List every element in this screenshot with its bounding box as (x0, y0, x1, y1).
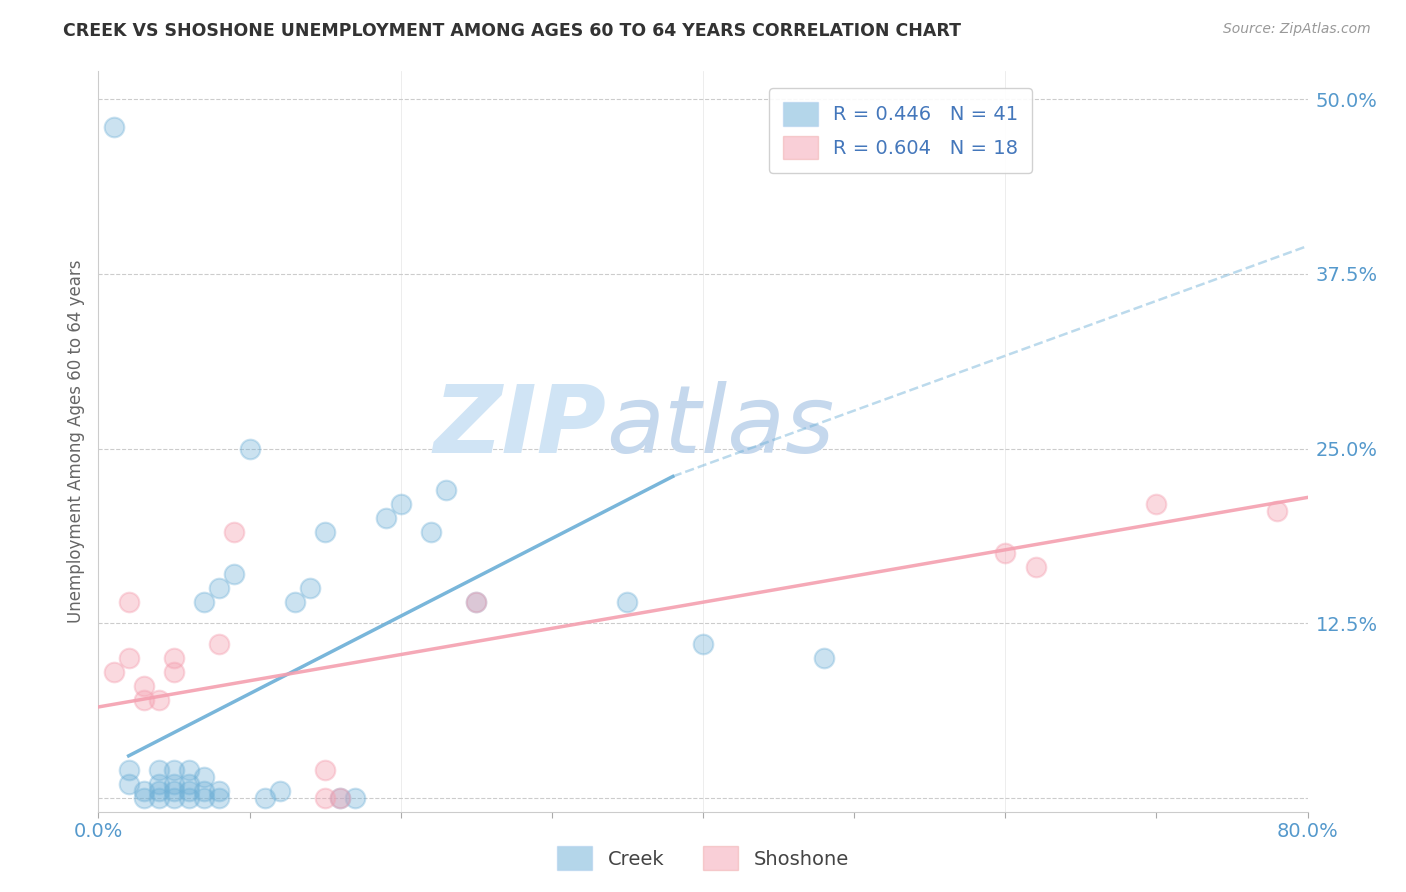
Point (208, 784, 231, 798)
Point (148, 693, 170, 707)
Point (994, 546, 1017, 560)
Point (224, 525, 246, 540)
Point (148, 763, 170, 777)
Point (193, 790, 215, 805)
Point (208, 581, 231, 595)
Point (148, 790, 170, 805)
Point (163, 777, 186, 791)
Point (314, 763, 336, 777)
Point (1267, 504, 1289, 518)
Point (163, 665, 186, 679)
Point (132, 693, 155, 707)
Point (616, 595, 638, 609)
Point (163, 651, 186, 665)
Point (132, 790, 155, 805)
Point (193, 770, 215, 784)
Point (179, 784, 201, 798)
Point (132, 784, 155, 798)
Point (239, 442, 262, 456)
Point (692, 637, 714, 651)
Text: ZIP: ZIP (433, 381, 606, 473)
Point (253, 790, 276, 805)
Point (163, 784, 186, 798)
Y-axis label: Unemployment Among Ages 60 to 64 years: Unemployment Among Ages 60 to 64 years (66, 260, 84, 624)
Point (284, 595, 307, 609)
Point (179, 790, 201, 805)
Legend: Creek, Shoshone: Creek, Shoshone (550, 838, 856, 878)
Text: CREEK VS SHOSHONE UNEMPLOYMENT AMONG AGES 60 TO 64 YEARS CORRELATION CHART: CREEK VS SHOSHONE UNEMPLOYMENT AMONG AGE… (63, 22, 962, 40)
Point (163, 763, 186, 777)
Point (208, 790, 231, 805)
Point (179, 777, 201, 791)
Point (118, 763, 141, 777)
Point (374, 511, 396, 525)
Point (224, 567, 246, 582)
Point (132, 679, 155, 693)
Point (465, 595, 488, 609)
Point (118, 651, 141, 665)
Point (193, 784, 215, 798)
Point (813, 651, 835, 665)
Point (103, 665, 125, 679)
Point (103, 120, 125, 135)
Point (344, 790, 367, 805)
Legend: R = 0.446   N = 41, R = 0.604   N = 18: R = 0.446 N = 41, R = 0.604 N = 18 (769, 88, 1032, 173)
Point (314, 525, 336, 540)
Point (148, 777, 170, 791)
Point (163, 790, 186, 805)
Point (420, 525, 443, 540)
Point (1144, 497, 1167, 511)
Point (314, 790, 336, 805)
Point (118, 595, 141, 609)
Point (389, 497, 412, 511)
Point (1024, 560, 1046, 574)
Point (208, 637, 231, 651)
Point (118, 777, 141, 791)
Text: Source: ZipAtlas.com: Source: ZipAtlas.com (1223, 22, 1371, 37)
Point (269, 784, 291, 798)
Point (193, 595, 215, 609)
Point (434, 483, 457, 498)
Point (465, 595, 488, 609)
Point (148, 784, 170, 798)
Point (329, 790, 352, 805)
Point (329, 790, 352, 805)
Point (299, 581, 322, 595)
Text: atlas: atlas (606, 381, 835, 472)
Point (179, 763, 201, 777)
